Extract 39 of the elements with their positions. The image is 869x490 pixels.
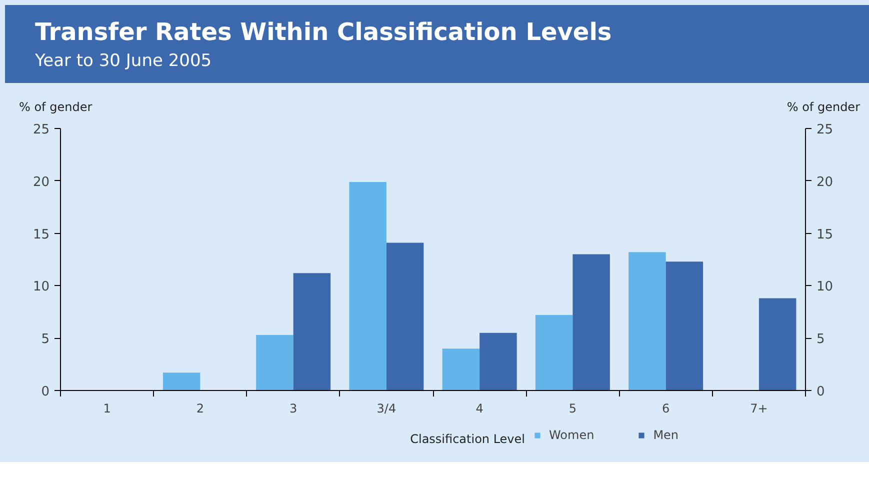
y-tick-label: 5 (41, 332, 50, 348)
y2-tick-label: 15 (816, 227, 834, 242)
bar (758, 298, 796, 390)
x-tick-label: 3 (289, 402, 298, 416)
y2-axis-title: % of gender (786, 99, 860, 116)
y2-tick-label: 10 (816, 280, 834, 295)
bar (666, 262, 704, 390)
x-tick-label: 5 (568, 402, 577, 416)
y2-tick-label: 0 (816, 384, 825, 400)
bar (349, 182, 386, 390)
bar (480, 332, 517, 390)
y-tick-label: 25 (32, 122, 50, 138)
bar (442, 348, 480, 390)
y2-tick-label: 20 (816, 174, 834, 190)
bar (628, 252, 666, 390)
legend-label: Men (653, 428, 679, 442)
chart-subtitle: Year to 30 June 2005 (35, 50, 213, 74)
bar (256, 334, 294, 390)
y-tick-label: 0 (41, 384, 50, 400)
x-tick-label: 6 (662, 402, 670, 416)
y-tick-label: 20 (32, 174, 50, 190)
bar (162, 372, 200, 390)
x-tick-label: 7+ (750, 402, 768, 416)
bar (535, 315, 573, 390)
x-tick-label: 3/4 (376, 402, 396, 416)
chart-title: Transfer Rates Within Classification Levels (35, 17, 612, 48)
y-axis-title: % of gender (19, 99, 92, 116)
y2-tick-label: 5 (816, 332, 825, 348)
x-tick-label: 1 (103, 402, 111, 416)
legend-label: Women (549, 428, 594, 442)
y2-tick-label: 25 (816, 122, 834, 138)
x-tick-label: 4 (476, 402, 484, 416)
y-tick-label: 15 (32, 227, 50, 242)
bar (572, 254, 610, 390)
bar (293, 273, 331, 390)
y-tick-label: 10 (32, 280, 50, 295)
bar (386, 242, 424, 390)
x-tick-label: 2 (196, 402, 204, 416)
x-axis-title: Classification Level (410, 431, 525, 448)
